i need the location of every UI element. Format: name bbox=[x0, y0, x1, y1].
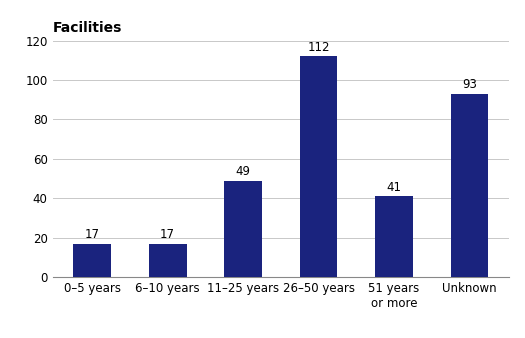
Text: Facilities: Facilities bbox=[52, 21, 122, 35]
Bar bbox=[451, 94, 488, 277]
Bar bbox=[300, 56, 338, 277]
Bar bbox=[224, 180, 262, 277]
Text: 41: 41 bbox=[386, 181, 402, 194]
Text: 17: 17 bbox=[85, 228, 100, 241]
Bar bbox=[149, 244, 186, 277]
Text: 112: 112 bbox=[307, 41, 330, 54]
Text: 17: 17 bbox=[160, 228, 175, 241]
Text: 93: 93 bbox=[462, 78, 477, 91]
Bar bbox=[74, 244, 111, 277]
Text: 49: 49 bbox=[236, 165, 250, 178]
Bar bbox=[375, 196, 413, 277]
